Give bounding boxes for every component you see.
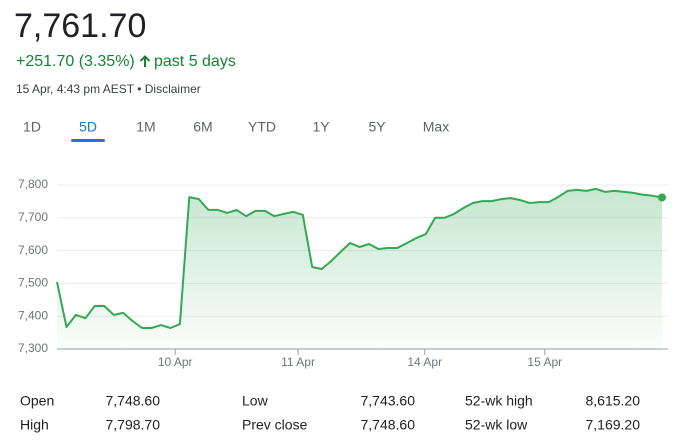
stat-value: 7,748.60 <box>106 393 161 409</box>
y-tick-label: 7,800 <box>18 177 48 191</box>
area-fill <box>57 188 662 349</box>
stat-value: 7,169.20 <box>586 417 641 433</box>
stat-label: High <box>20 417 49 433</box>
last-point <box>658 193 666 202</box>
change: +251.70 (3.35%) <box>16 53 135 70</box>
tab[interactable]: 5Y <box>368 119 386 135</box>
stat-label: 52-wk low <box>465 417 528 433</box>
price: 7,761.70 <box>14 7 146 45</box>
y-tick-label: 7,300 <box>18 341 48 355</box>
x-tick-label: 10 Apr <box>158 355 193 369</box>
tab[interactable]: 1Y <box>312 119 330 135</box>
separator: • <box>137 82 141 96</box>
timestamp: 15 Apr, 4:43 pm AEST <box>16 82 135 96</box>
tab[interactable]: 5D <box>79 119 97 135</box>
chart: 7,300 7,400 7,500 7,600 7,700 7,800 10 Apr 11 A… <box>18 177 668 369</box>
active-tab-indicator <box>71 139 105 142</box>
tab[interactable]: 1M <box>136 119 155 135</box>
period: past 5 days <box>154 53 236 70</box>
up-arrow <box>139 55 151 67</box>
y-tick-label: 7,700 <box>18 210 48 224</box>
stat-value: 7,748.60 <box>361 417 416 433</box>
stat-label: Prev close <box>242 417 308 433</box>
tab[interactable]: Max <box>423 119 449 135</box>
y-tick-label: 7,400 <box>18 308 48 322</box>
stat-value: 7,798.70 <box>106 417 161 433</box>
price-line <box>56 187 663 329</box>
tab[interactable]: 6M <box>193 119 212 135</box>
tab[interactable]: 1D <box>23 119 41 135</box>
x-tick-label: 14 Apr <box>407 355 442 369</box>
tab[interactable]: YTD <box>248 119 276 135</box>
y-tick-label: 7,500 <box>18 276 48 290</box>
stat-value: 7,743.60 <box>361 393 416 409</box>
disclaimer[interactable]: Disclaimer <box>145 82 201 96</box>
x-tick-label: 11 Apr <box>281 355 315 369</box>
range-tabs: 1D 5D 1M 6M YTD 1Y 5Y Max <box>23 119 449 142</box>
stats-table: Open 7,748.60 Low 7,743.60 52-wk high 8,615.2… <box>20 393 640 433</box>
stat-label: Low <box>242 393 269 409</box>
stat-label: 52-wk high <box>465 393 533 409</box>
timestamp-line: 15 Apr, 4:43 pm AEST • Disclaimer <box>16 82 201 96</box>
y-tick-label: 7,600 <box>18 243 48 257</box>
stat-label: Open <box>20 393 54 409</box>
x-tick-label: 15 Apr <box>527 355 562 369</box>
stat-value: 8,615.20 <box>586 393 641 409</box>
